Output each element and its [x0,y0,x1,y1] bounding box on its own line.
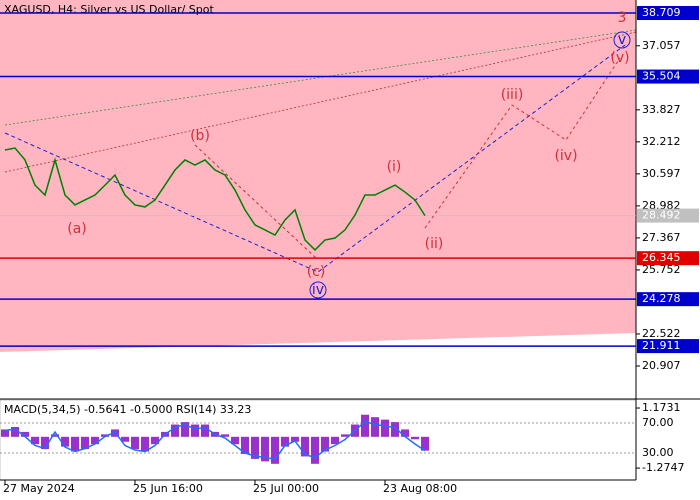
macd-bar [411,436,419,440]
macd-bar [121,436,129,442]
macd-bar [151,436,159,445]
macd-bar [91,436,99,445]
y-tick-label: 30.00 [642,446,674,459]
macd-bar [391,422,399,437]
level-tag [637,69,699,84]
macd-bar [381,419,389,437]
level-tag [637,6,699,21]
wave-label: (iii) [501,87,524,103]
wave-label: (ii) [425,236,444,252]
macd-bar [341,434,349,437]
current-price-label: 28.492 [642,209,681,222]
macd-bar [21,431,29,437]
indicator-title: MACD(5,34,5) -0.5641 -0.5000 RSI(14) 33.… [4,403,251,416]
y-tick-label: 30.597 [642,167,681,180]
y-tick-label: 32.212 [642,135,681,148]
y-tick-label: 37.057 [642,39,681,52]
wave-label: 3 [618,10,627,26]
wave-label: v [618,32,626,48]
wave-projection [424,57,621,229]
level-label: 26.345 [642,251,681,264]
level-label: 21.911 [642,339,681,352]
y-tick-label: 25.752 [642,263,681,276]
x-tick-label: 23 Aug 08:00 [383,482,457,495]
macd-bar [311,436,319,464]
macd-bar [171,424,179,437]
level-label: 38.709 [642,6,681,19]
price-line [4,147,426,251]
wave-label: (a) [67,221,87,237]
macd-bar [361,414,369,437]
macd-bar [281,436,289,447]
macd-bar [231,436,239,445]
macd-bar [61,436,69,447]
wave-label: (iv) [554,148,577,164]
macd-bar [81,436,89,450]
wave-projection [4,44,626,273]
level-tag [637,339,699,354]
macd-bar [261,436,269,462]
macd-bar [141,436,149,452]
macd-bar [241,436,249,454]
macd-bar [41,436,49,450]
wave-label: (c) [307,264,326,280]
macd-bar [181,422,189,437]
current-price-tag [637,208,699,223]
macd-bar [251,436,259,459]
y-tick-label: 70.00 [642,416,674,429]
level-tag [637,292,699,307]
macd-bar [291,436,299,442]
y-tick-label: -1.2747 [642,461,684,474]
rsi-line [4,420,426,460]
macd-bar [331,436,339,445]
macd-bar [401,429,409,437]
wave-label: (i) [387,159,402,175]
main-pane [0,0,636,398]
x-tick-label: 27 May 2024 [3,482,75,495]
x-tick-label: 25 Jun 16:00 [133,482,203,495]
channel-bottom [0,333,636,398]
y-tick-label: 33.827 [642,103,681,116]
macd-bar [201,424,209,437]
wave-labels: (a) (b) (c) iv (i) (ii) (iii) (iv) (v) v… [67,10,631,299]
macd-bar [191,424,199,437]
macd-bar [271,436,279,464]
level-label: 24.278 [642,292,681,305]
y-tick-label: 1.1731 [642,401,681,414]
macd-bar [31,436,39,445]
macd-bar [371,417,379,437]
y-tick-label: 27.367 [642,231,681,244]
wave-circle [309,281,327,299]
y-tick-label: 20.907 [642,359,681,372]
wave-label: iv [312,282,324,298]
level-label: 35.504 [642,70,681,83]
macd-bar [321,436,329,452]
y-tick-label: 22.522 [642,327,681,340]
macd-bar [71,436,79,452]
chart-title: XAGUSD, H4: Silver vs US Dollar/ Spot [4,3,214,16]
macd-bar [221,434,229,437]
macd-bar [301,436,309,457]
x-tick-label: 25 Jul 00:00 [253,482,319,495]
wave-circle [613,31,631,49]
macd-bar [11,426,19,437]
macd-bar [421,436,429,451]
wave-label: (b) [190,128,210,144]
level-tag [637,251,699,266]
macd-bar [51,434,59,437]
macd-bar [101,434,109,437]
wave-label: (v) [610,50,629,66]
macd-bar [131,436,139,450]
macd-bar [1,429,9,437]
